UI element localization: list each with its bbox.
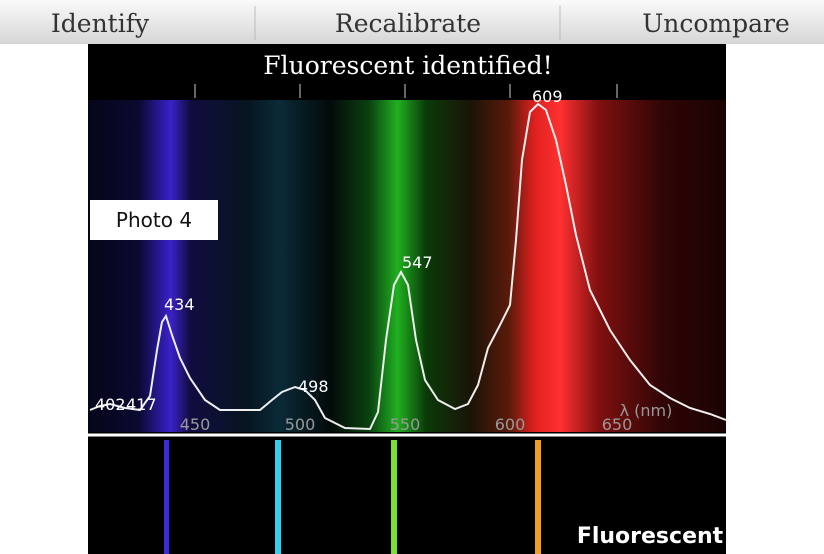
peak-label: 402 — [95, 395, 126, 414]
reference-line — [275, 440, 281, 554]
identify-button[interactable]: Identify — [51, 9, 150, 38]
reference-line — [535, 440, 541, 554]
uncompare-button[interactable]: Uncompare — [642, 9, 790, 38]
axis-tick-label: 450 — [180, 415, 211, 434]
peak-label: 434 — [164, 295, 195, 314]
title: Fluorescent identified! — [263, 51, 552, 80]
peak-label: 498 — [298, 377, 329, 396]
screen: Identify Recalibrate Uncompare Fluoresce… — [0, 0, 824, 554]
reference-line — [164, 440, 169, 554]
axis-tick-label: 600 — [495, 415, 526, 434]
recalibrate-button[interactable]: Recalibrate — [335, 9, 481, 38]
axis-tick-label: 550 — [390, 415, 421, 434]
peak-label: 417 — [126, 395, 157, 414]
reference-label: Fluorescent — [577, 524, 724, 549]
page: Identify Recalibrate Uncompare Fluoresce… — [0, 0, 824, 554]
axis-tick-label: 500 — [285, 415, 316, 434]
photo-label: Photo 4 — [116, 208, 192, 232]
peak-label: 609 — [532, 87, 563, 106]
reference-line — [391, 440, 397, 554]
axis-unit: λ (nm) — [620, 401, 673, 420]
peak-label: 547 — [402, 253, 433, 272]
